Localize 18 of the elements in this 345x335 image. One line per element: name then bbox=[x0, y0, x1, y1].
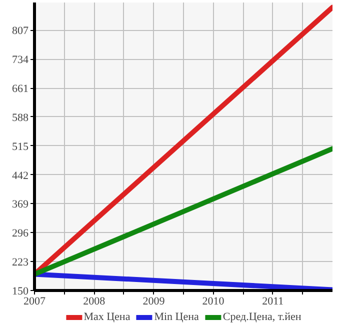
x-tick-label: 2011 bbox=[262, 296, 284, 308]
y-tick-label: 369 bbox=[12, 198, 29, 211]
legend-label: Сред.Цена, т.йен bbox=[222, 311, 302, 323]
y-tick-label: 734 bbox=[12, 54, 29, 66]
y-tick-label: 150 bbox=[12, 286, 29, 298]
y-tick-label: 296 bbox=[12, 228, 29, 240]
y-tick-label: 515 bbox=[12, 140, 29, 153]
x-tick-label: 2008 bbox=[83, 296, 106, 308]
y-tick-label: 588 bbox=[12, 112, 29, 124]
x-tick-label: 2010 bbox=[202, 296, 225, 308]
legend-label: Max Цена bbox=[84, 311, 130, 323]
x-tick-label: 2007 bbox=[24, 296, 46, 308]
x-tick-label: 2009 bbox=[142, 296, 166, 308]
legend-label: Min Цена bbox=[154, 311, 199, 323]
y-tick-label: 661 bbox=[12, 83, 28, 96]
y-tick-label: 223 bbox=[12, 256, 29, 269]
y-tick-label: 807 bbox=[12, 25, 29, 38]
y-tick-label: 442 bbox=[12, 170, 28, 182]
